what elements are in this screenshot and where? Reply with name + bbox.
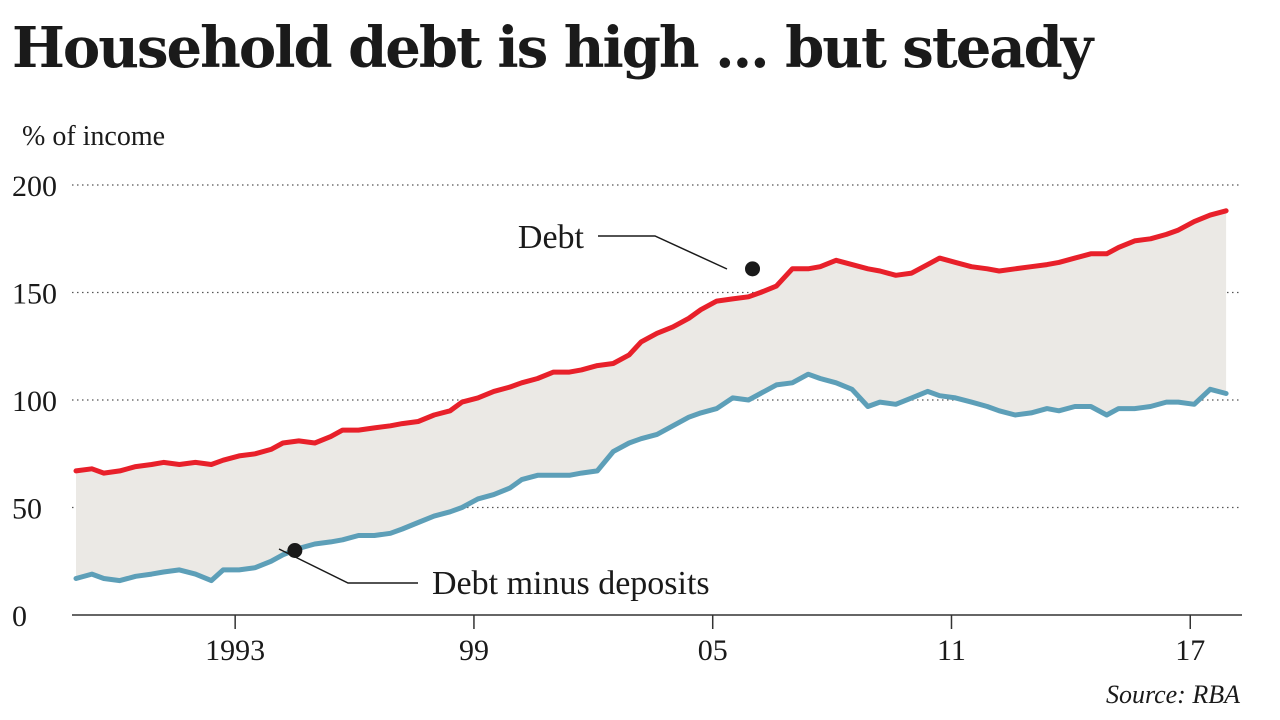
chart-title: Household debt is high ... but steady [12, 15, 1093, 81]
x-tick-label: 1993 [205, 634, 265, 667]
annotation-marker [287, 543, 303, 558]
x-tick-label: 05 [698, 634, 728, 667]
annotation-marker [745, 261, 761, 277]
y-axis-label: % of income [22, 121, 165, 152]
x-tick-label: 99 [459, 634, 489, 667]
y-tick-label: 50 [12, 493, 42, 526]
series-line-debt [73, 208, 1229, 476]
annotation-label: Debt [518, 219, 585, 256]
x-tick-label: 17 [1175, 634, 1205, 667]
x-tick-label: 11 [937, 634, 966, 667]
annotations: Debt Debt minus deposits [278, 219, 761, 602]
y-tick-label: 100 [12, 385, 57, 418]
y-axis-ticks: 0 50 100 150 200 [12, 170, 57, 633]
y-tick-label: 0 [12, 600, 27, 633]
annotation-label: Debt minus deposits [432, 565, 710, 602]
x-axis-ticks: 1993 99 05 11 17 [205, 615, 1205, 667]
y-tick-label: 200 [12, 170, 57, 203]
debt-band-area [76, 210, 1227, 581]
y-tick-label: 150 [12, 278, 57, 311]
source-note: Source: RBA [1106, 680, 1240, 709]
series-line-debt-minus-deposits [73, 371, 1229, 584]
annotation-leader [278, 548, 418, 584]
annotation-leader [598, 235, 728, 270]
